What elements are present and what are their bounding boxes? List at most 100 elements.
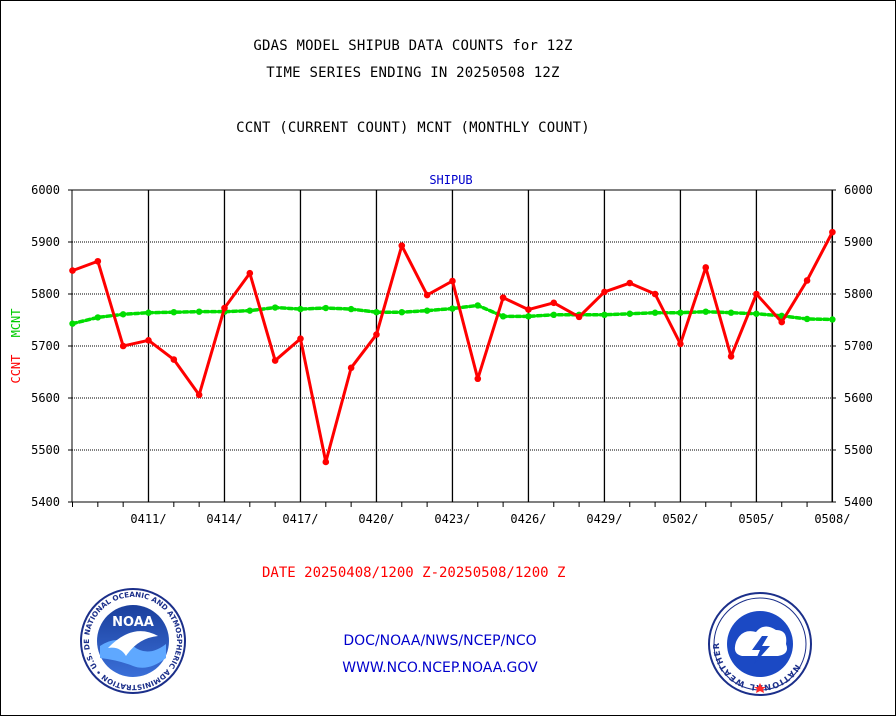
data-point-ccnt	[398, 242, 406, 249]
data-point-mcnt	[119, 311, 127, 318]
y-tick-label-left: 5500	[31, 443, 60, 457]
data-point-ccnt	[525, 306, 532, 313]
data-point-mcnt	[347, 305, 355, 313]
data-point-mcnt	[702, 308, 709, 315]
data-point-mcnt	[727, 309, 735, 316]
data-point-ccnt	[727, 353, 735, 360]
data-point-mcnt	[145, 309, 152, 316]
data-point-mcnt	[803, 315, 811, 323]
x-tick-label: 0420/	[358, 512, 394, 526]
noaa-bird-icon	[108, 631, 158, 656]
data-point-mcnt	[94, 314, 102, 321]
data-point-mcnt	[651, 309, 659, 316]
data-point-ccnt	[221, 304, 228, 312]
y-tick-label-left: 6000	[31, 183, 60, 197]
data-point-mcnt	[499, 313, 507, 320]
y-axis-ticks: 5400 5400 5500 5500 5600 5600 5700 5700 5800 5800…	[31, 183, 873, 509]
y-tick-label-left: 5800	[31, 287, 60, 301]
x-tick-label: 0502/	[662, 512, 698, 526]
data-point-mcnt	[550, 311, 557, 318]
data-point-ccnt	[322, 458, 330, 466]
svg-text:CCNT MCNT: CCNT MCNT	[9, 308, 23, 383]
y-tick-label-right: 5600	[844, 391, 873, 405]
x-tick-label: 0411/	[130, 512, 166, 526]
data-point-mcnt	[271, 304, 279, 311]
data-point-ccnt	[347, 364, 355, 372]
x-tick-label: 0429/	[586, 512, 622, 526]
data-point-mcnt	[398, 309, 405, 316]
data-point-mcnt	[373, 309, 380, 316]
data-point-ccnt	[246, 269, 254, 277]
noaa-logo-label: NOAA	[112, 615, 154, 630]
y-tick-label-left: 5700	[31, 339, 60, 353]
x-tick-label: 0505/	[738, 512, 774, 526]
y-tick-label-right: 6000	[844, 183, 873, 197]
data-point-mcnt	[626, 310, 633, 317]
data-point-ccnt	[550, 299, 558, 307]
data-point-mcnt	[195, 308, 203, 315]
data-point-ccnt	[119, 342, 127, 350]
data-point-ccnt	[702, 264, 710, 271]
y-tick-label-right: 5700	[844, 339, 873, 353]
data-point-ccnt	[803, 277, 811, 284]
data-point-ccnt	[297, 335, 304, 343]
data-point-ccnt	[449, 277, 456, 285]
data-point-ccnt	[575, 313, 583, 321]
data-point-mcnt	[829, 316, 836, 323]
y-tick-label-left: 5400	[31, 495, 60, 509]
y-tick-label-left: 5600	[31, 391, 60, 405]
data-point-ccnt	[423, 291, 431, 299]
x-tick-label: 0417/	[282, 512, 318, 526]
star-icon	[754, 683, 766, 693]
data-point-ccnt	[626, 279, 634, 287]
data-point-mcnt	[601, 311, 608, 318]
y-tick-label-right: 5500	[844, 443, 873, 457]
data-point-ccnt	[499, 294, 507, 301]
x-tick-label: 0423/	[434, 512, 470, 526]
data-point-mcnt	[246, 307, 254, 314]
data-point-mcnt	[449, 305, 456, 312]
y-axis-label: CCNT MCNT	[9, 308, 23, 383]
x-tick-label: 0508/	[814, 512, 850, 526]
data-point-mcnt	[677, 309, 684, 316]
date-range-label: DATE 20250408/1200 Z-20250508/1200 Z	[262, 565, 566, 581]
y-tick-label-left: 5900	[31, 235, 60, 249]
data-point-ccnt	[778, 318, 786, 326]
data-point-ccnt	[145, 336, 152, 344]
series-ccnt	[69, 228, 836, 466]
data-point-ccnt	[69, 267, 76, 274]
y-tick-label-right: 5900	[844, 235, 873, 249]
data-point-ccnt	[651, 290, 659, 298]
plot-title: SHIPUB	[429, 173, 472, 187]
website-label: WWW.NCO.NCEP.NOAA.GOV	[342, 660, 538, 676]
y-axis-label-mcnt: MCNT	[9, 308, 23, 337]
y-axis-label-ccnt: CCNT	[9, 355, 23, 384]
chart-subtitle: CCNT (CURRENT COUNT) MCNT (MONTHLY COUNT…	[236, 120, 590, 136]
y-tick-label-right: 5800	[844, 287, 873, 301]
grid-lines	[72, 190, 834, 502]
data-point-ccnt	[271, 357, 279, 364]
data-point-mcnt	[753, 310, 760, 317]
data-point-ccnt	[753, 290, 760, 298]
data-point-ccnt	[195, 391, 203, 399]
y-tick-label-right: 5400	[844, 495, 873, 509]
data-point-ccnt	[94, 257, 102, 265]
data-point-ccnt	[170, 356, 178, 363]
series-mcnt	[69, 302, 836, 327]
nws-logo: NATIONAL WEATHER SERVICE	[706, 590, 812, 696]
noaa-logo: NATIONAL OCEANIC AND ATMOSPHERIC ADMINIS…	[78, 586, 186, 694]
data-point-ccnt	[829, 228, 836, 236]
chart-title-line-1: GDAS MODEL SHIPUB DATA COUNTS for 12Z	[253, 38, 573, 54]
org-path-label: DOC/NOAA/NWS/NCEP/NCO	[343, 633, 537, 649]
x-tick-label: 0414/	[206, 512, 242, 526]
lightning-icon	[752, 636, 770, 664]
data-point-mcnt	[525, 313, 532, 320]
data-point-mcnt	[170, 309, 178, 316]
chart-title-line-2: TIME SERIES ENDING IN 20250508 12Z	[266, 65, 560, 81]
data-point-ccnt	[474, 375, 482, 383]
data-point-mcnt	[423, 307, 431, 314]
data-point-ccnt	[373, 331, 380, 338]
data-point-ccnt	[677, 340, 684, 348]
data-point-mcnt	[297, 305, 304, 313]
